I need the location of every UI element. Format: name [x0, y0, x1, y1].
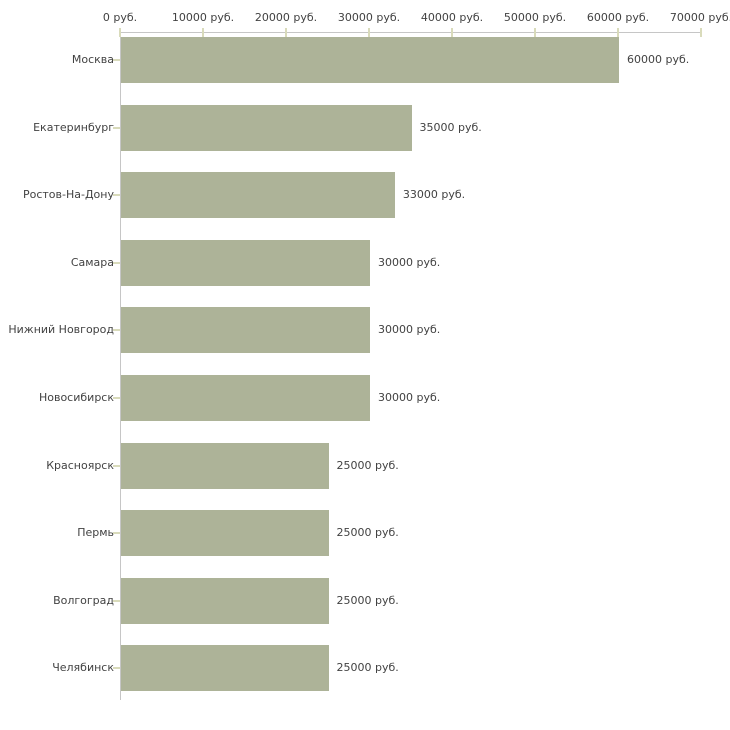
- x-axis-tick: [119, 28, 121, 37]
- x-axis-tick: [700, 28, 702, 37]
- y-axis-tick: [113, 532, 120, 535]
- category-label: Екатеринбург: [33, 120, 114, 134]
- category-label: Самара: [70, 255, 114, 269]
- bar: [121, 375, 370, 421]
- y-axis-tick: [113, 59, 120, 61]
- x-axis-tick: [285, 28, 287, 37]
- bar: [121, 577, 329, 624]
- category-label: Ростов-На-Дону: [22, 188, 114, 202]
- x-axis-tick-label: 30000 руб.: [337, 11, 401, 24]
- bar-row: Новосибирск 30000 руб.: [0, 375, 730, 421]
- x-axis-tick-label: 40000 руб.: [420, 11, 484, 24]
- category-label: Красноярск: [46, 458, 114, 472]
- bar: [121, 104, 412, 151]
- category-label: Новосибирск: [38, 391, 114, 404]
- x-axis-tick-label: 10000 руб.: [171, 11, 235, 24]
- y-axis-tick: [113, 667, 120, 670]
- category-label: Волгоград: [53, 593, 114, 607]
- bar: [121, 172, 395, 219]
- category-label: Москва: [71, 53, 114, 66]
- x-axis-tick-label: 50000 руб.: [503, 11, 567, 24]
- value-label: 30000 руб.: [378, 255, 441, 269]
- category-label: Челябинск: [52, 661, 114, 675]
- category-label: Нижний Новгород: [8, 323, 114, 337]
- bar-row: Красноярск 25000 руб.: [0, 442, 730, 489]
- bar: [121, 37, 619, 83]
- value-label: 30000 руб.: [378, 323, 441, 337]
- value-label: 25000 руб.: [336, 661, 399, 675]
- x-axis-tick: [534, 28, 536, 37]
- x-axis-tick-label: 20000 руб.: [254, 11, 318, 24]
- category-label: Пермь: [77, 526, 114, 540]
- x-axis-tick-label: 60000 руб.: [586, 11, 650, 24]
- x-axis-tick-label: 70000 руб.: [669, 11, 730, 24]
- y-axis-tick: [113, 599, 120, 602]
- bar-row: Челябинск 25000 руб.: [0, 645, 730, 692]
- bar-row: Волгоград 25000 руб.: [0, 577, 730, 624]
- bar: [121, 442, 329, 489]
- value-label: 35000 руб.: [419, 120, 482, 134]
- y-axis-line: [120, 32, 121, 700]
- x-axis-tick: [202, 28, 204, 37]
- bar: [121, 510, 329, 557]
- y-axis-tick: [113, 329, 120, 332]
- y-axis-tick: [113, 397, 120, 399]
- x-axis-tick-label: 0 руб.: [102, 11, 138, 24]
- x-axis-tick: [617, 28, 619, 37]
- value-label: 25000 руб.: [336, 458, 399, 472]
- x-axis-tick: [368, 28, 370, 37]
- value-label: 30000 руб.: [378, 391, 441, 404]
- bar-row: Екатеринбург 35000 руб.: [0, 104, 730, 151]
- x-axis-line: [120, 32, 702, 33]
- value-label: 25000 руб.: [336, 593, 399, 607]
- bar-row: Ростов-На-Дону 33000 руб.: [0, 172, 730, 219]
- value-label: 33000 руб.: [402, 188, 466, 202]
- bar-row: Пермь 25000 руб.: [0, 510, 730, 557]
- bar: [121, 645, 329, 692]
- y-axis-tick: [113, 194, 120, 197]
- value-label: 25000 руб.: [336, 526, 399, 540]
- bar: [121, 239, 370, 286]
- y-axis-tick: [113, 126, 120, 129]
- bar-row: Москва 60000 руб.: [0, 37, 730, 83]
- bar-row: Нижний Новгород 30000 руб.: [0, 307, 730, 354]
- bar-row: Самара 30000 руб.: [0, 239, 730, 286]
- y-axis-tick: [113, 261, 120, 264]
- bar: [121, 307, 370, 354]
- value-label: 60000 руб.: [627, 53, 690, 66]
- y-axis-tick: [113, 464, 120, 467]
- x-axis-tick: [451, 28, 453, 37]
